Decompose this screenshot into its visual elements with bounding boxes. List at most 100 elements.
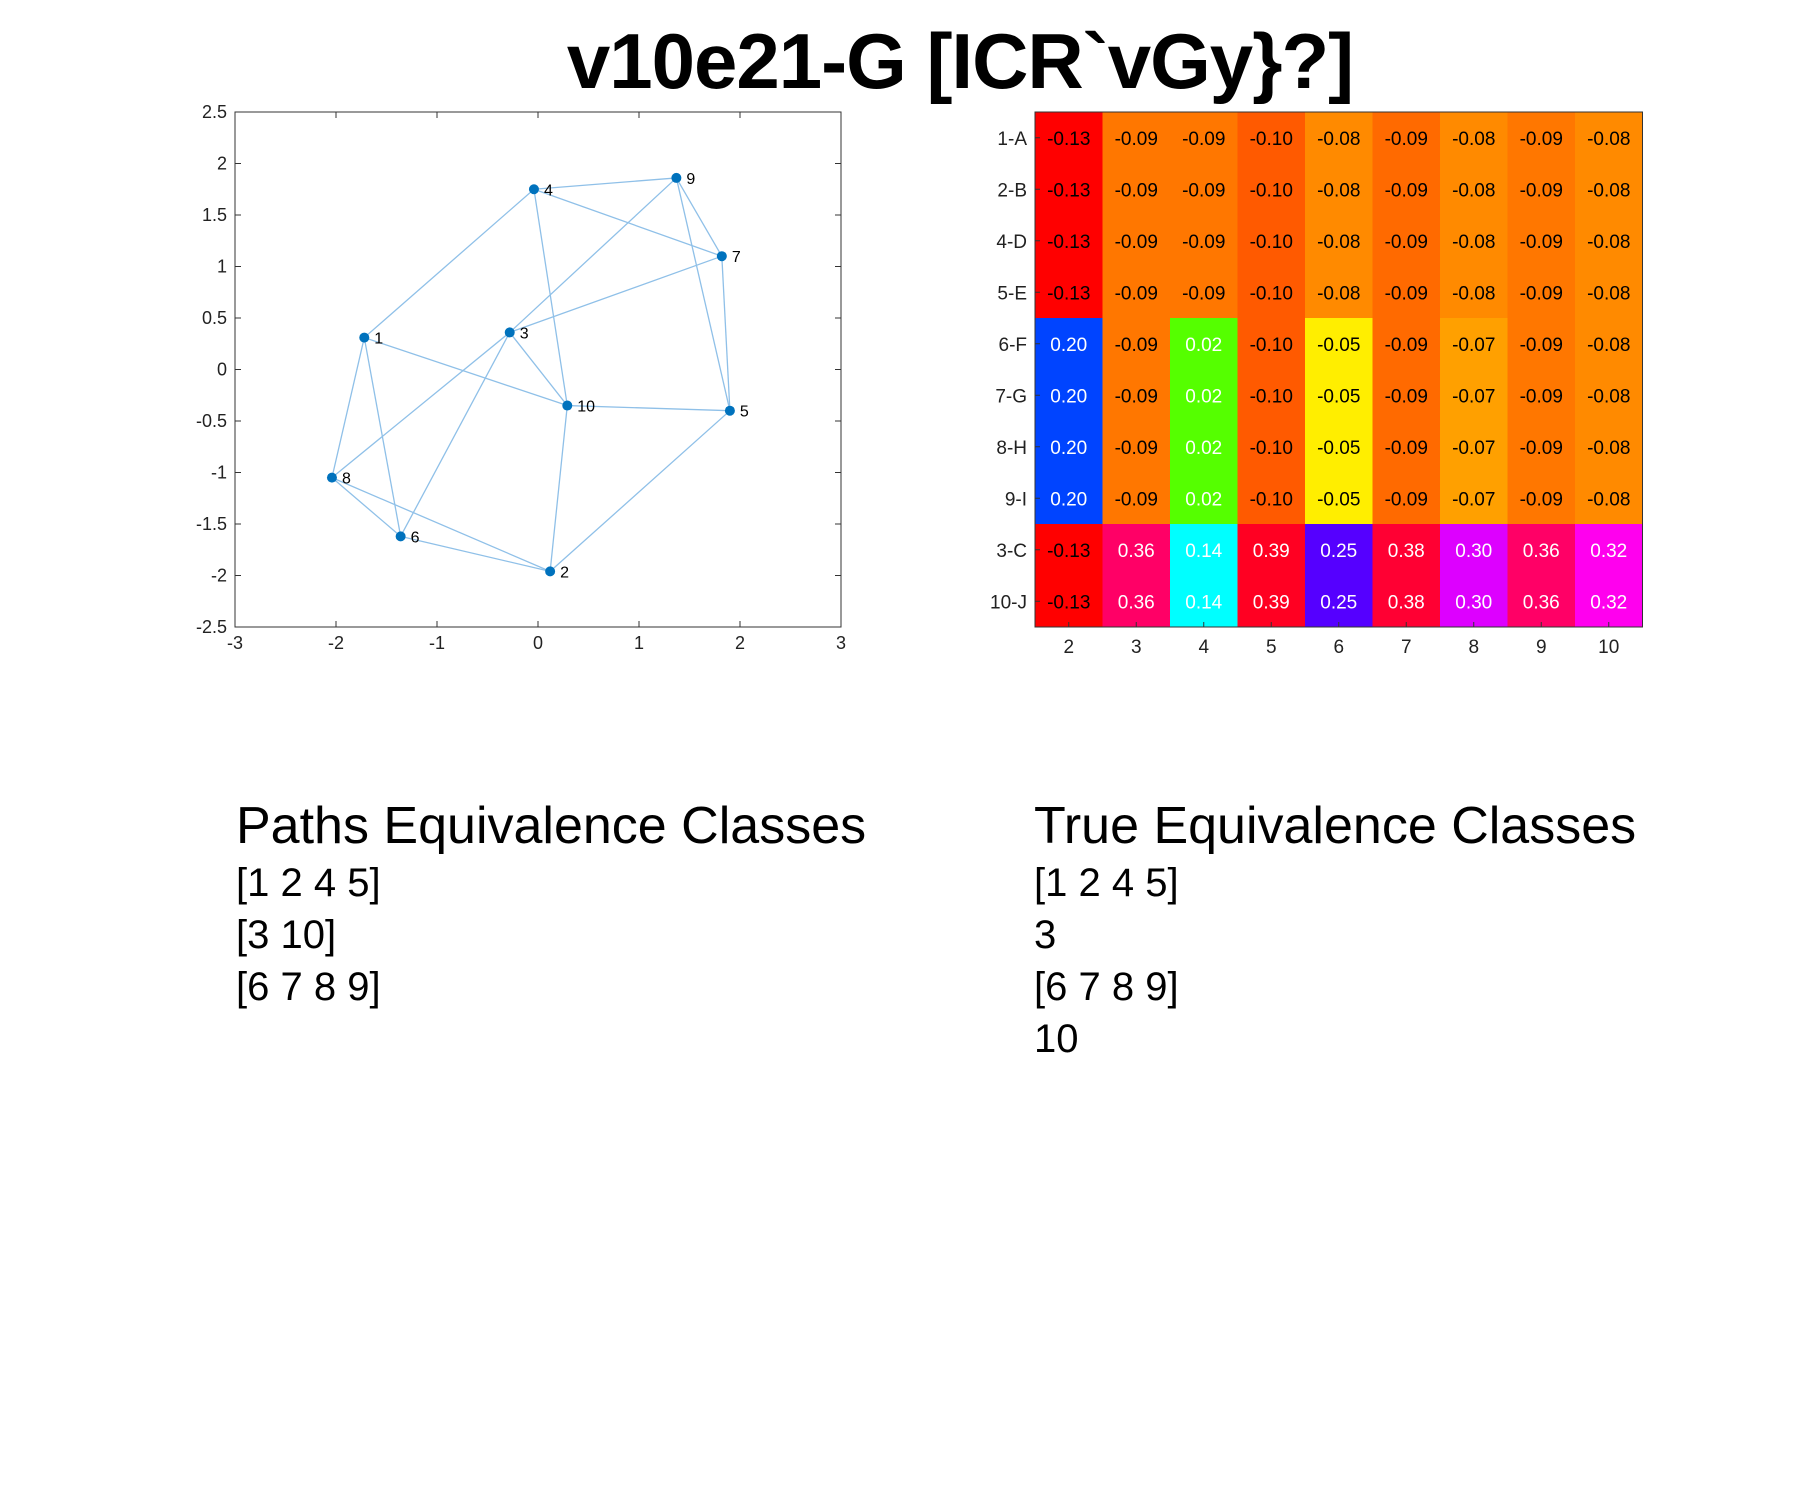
heatmap-value: -0.08 [1587,129,1630,150]
heatmap-value: -0.13 [1047,283,1090,304]
y-tick-label: 2 [217,154,227,174]
heatmap-cell [1237,369,1306,422]
heatmap-cell [1237,472,1306,525]
y-tick-label: 1 [217,257,227,277]
graph-edge [509,177,677,333]
heatmap-col-label: 7 [1401,637,1412,658]
heatmap-value: -0.09 [1520,180,1563,201]
heatmap-cell [1102,163,1171,216]
graph-edge [509,255,723,334]
heatmap-value: -0.09 [1520,232,1563,253]
heatmap-value: -0.07 [1452,386,1495,407]
graph-node-label: 9 [686,171,695,188]
heatmap-cell [1507,421,1576,473]
heatmap-value: -0.09 [1520,386,1563,407]
heatmap-value: -0.10 [1250,283,1293,304]
y-tick-label: -2.5 [196,617,227,637]
graph-edge [533,189,568,406]
heatmap-cell [1035,112,1103,164]
graph-node [671,172,682,183]
heatmap-cell [1237,163,1306,216]
heatmap-cell [1035,215,1103,267]
x-tick-label: 2 [735,633,745,653]
heatmap-col-label: 8 [1468,637,1479,658]
graph-edge [549,405,568,572]
y-tick-label: -0.5 [196,411,227,431]
heatmap-cell [1575,112,1643,164]
heatmap-cell [1575,369,1643,422]
heatmap-cell [1440,421,1508,473]
heatmap-value: 0.20 [1050,335,1087,356]
heatmap-cell [1440,112,1508,164]
heatmap-cell [1372,421,1441,473]
graph-edge [331,477,402,537]
true-class-item: 10 [1034,1017,1079,1061]
y-tick-label: -1 [211,463,227,483]
graph-node-label: 4 [544,182,553,199]
heatmap-cell [1440,575,1508,628]
heatmap-value: -0.10 [1250,232,1293,253]
heatmap-value: 0.14 [1185,592,1222,613]
graph-edge [675,177,723,257]
heatmap-value: 0.38 [1388,541,1425,562]
true-class-item: [1 2 4 5] [1034,861,1179,905]
heatmap-cell [1102,472,1171,525]
heatmap-cell [1507,369,1576,422]
heatmap-value: 0.36 [1523,592,1560,613]
heatmap-cell [1305,575,1373,628]
heatmap-value: -0.09 [1182,129,1225,150]
heatmap-col-label: 10 [1598,637,1619,658]
heatmap-cell [1575,472,1643,525]
graph-node [545,566,556,577]
heatmap-cell [1372,266,1441,319]
heatmap-col-label: 6 [1333,637,1344,658]
heatmap-cell [1170,575,1238,628]
heatmap-row-label: 10-J [990,592,1027,613]
heatmap-col-label: 3 [1131,637,1142,658]
heatmap-cell [1372,472,1441,525]
y-tick-label: 0 [217,360,227,380]
heatmap-cell [1372,215,1441,267]
heatmap-cell [1102,369,1171,422]
heatmap-cell [1035,524,1103,576]
heatmap-col-label: 9 [1536,637,1547,658]
heatmap-row-label: 8-H [996,438,1027,459]
heatmap-value: -0.09 [1385,489,1428,510]
graph-node-label: 10 [577,399,595,416]
heatmap-value: -0.08 [1452,180,1495,201]
paths-class-item: [1 2 4 5] [236,861,381,905]
heatmap-value: -0.09 [1115,335,1158,356]
page-title: v10e21-G [ICR`vGy}?] [566,17,1354,105]
heatmap-value: 0.14 [1185,541,1222,562]
heatmap-value: 0.39 [1253,541,1290,562]
heatmap-cell [1372,369,1441,422]
heatmap-value: -0.10 [1250,489,1293,510]
heatmap-row-label: 6-F [999,335,1028,356]
heatmap-value: -0.08 [1317,129,1360,150]
x-tick-label: -2 [328,633,344,653]
heatmap-cell [1507,318,1576,370]
heatmap-value: 0.25 [1320,592,1357,613]
heatmap-value: -0.09 [1385,386,1428,407]
heatmap-value: -0.13 [1047,129,1090,150]
heatmap-cell [1170,369,1238,422]
graph-node [528,184,539,195]
graph-edge [400,332,511,537]
heatmap-cell [1305,266,1373,319]
heatmap-cell [1035,266,1103,319]
graph-node-label: 5 [740,404,749,421]
heatmap-row-label: 5-E [997,283,1027,304]
heatmap-cell [1035,369,1103,422]
heatmap-value: 0.38 [1388,592,1425,613]
heatmap-cell [1440,524,1508,576]
graph-node [716,251,727,262]
heatmap-row-label: 9-I [1005,489,1027,510]
x-tick-label: 0 [533,633,543,653]
heatmap-value: 0.32 [1590,541,1627,562]
heatmap-row-label: 3-C [996,541,1027,562]
heatmap-cell [1440,266,1508,319]
heatmap-value: -0.10 [1250,335,1293,356]
heatmap-value: -0.09 [1115,129,1158,150]
graph-edge [364,336,568,407]
heatmap-cell [1305,369,1373,422]
